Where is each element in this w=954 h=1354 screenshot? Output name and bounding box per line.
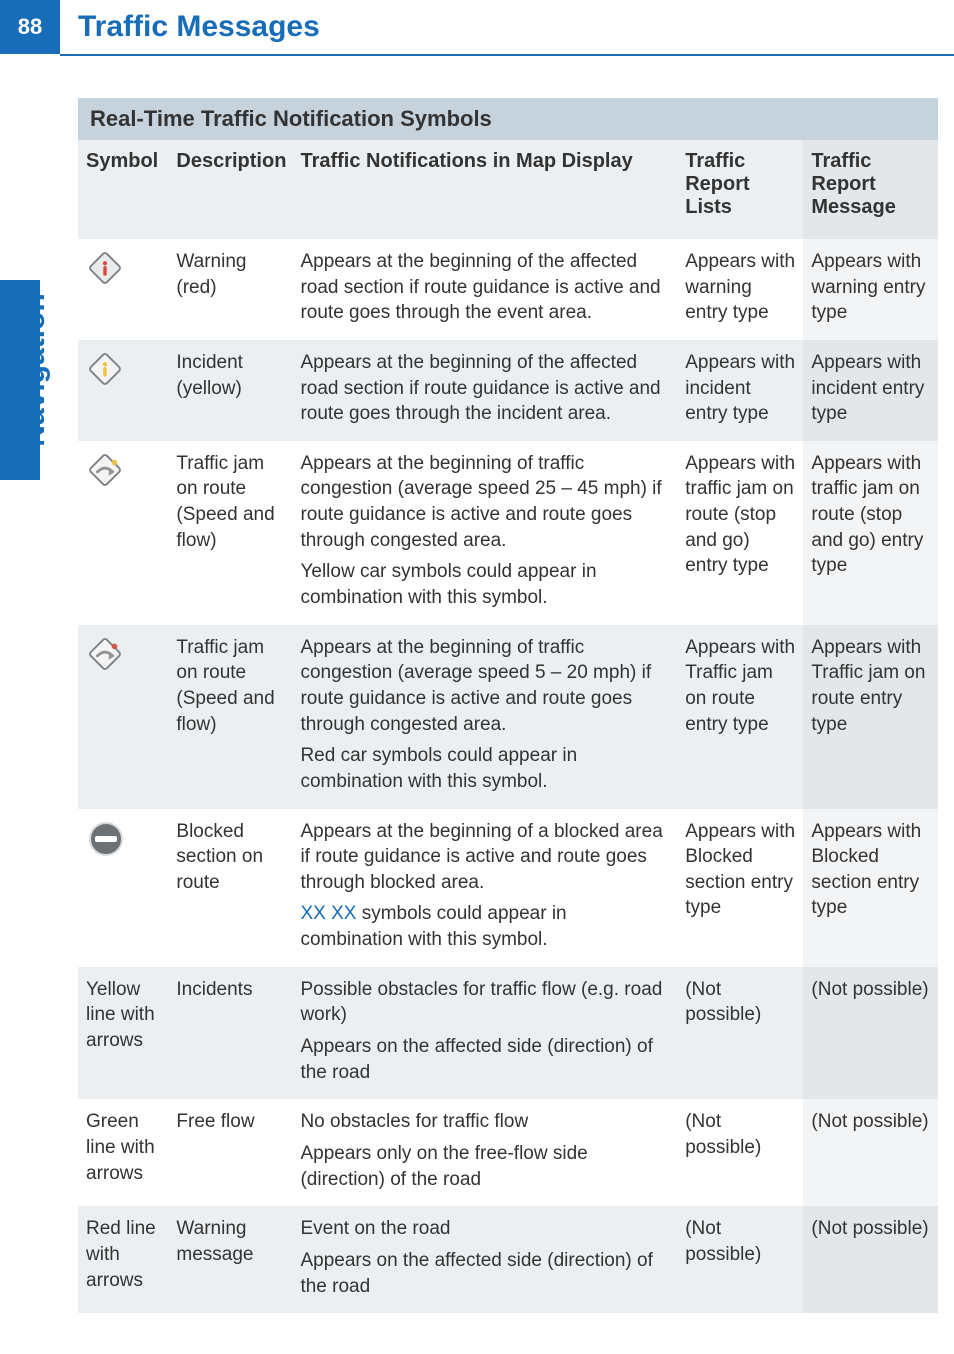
cell-report-message: (Not possible) — [803, 967, 938, 1100]
header-rule — [60, 54, 954, 56]
notification-paragraph: Yellow car symbols could appear in combi… — [300, 559, 669, 610]
cell-notification: Appears at the beginning of traffic cong… — [292, 625, 677, 809]
notification-paragraph: Appears on the affected side (direction)… — [300, 1034, 669, 1085]
col-symbol: Symbol — [78, 140, 168, 239]
page-number-badge: 88 — [0, 0, 60, 54]
symbol-text: Red line with arrows — [86, 1218, 156, 1290]
section-header: Real-Time Traffic Notification Symbols — [78, 98, 938, 140]
table-row: Traffic jam on route (Speed and flow)App… — [78, 441, 938, 625]
cell-notification: Appears at the beginning of the affected… — [292, 239, 677, 340]
cell-symbol — [78, 809, 168, 967]
table-row: Red line with arrowsWarning messageEvent… — [78, 1206, 938, 1313]
col-lists: Traffic Report Lists — [677, 140, 803, 239]
notification-paragraph: Appears at the beginning of a blocked ar… — [300, 819, 669, 896]
chapter-title: Traffic Messages — [78, 10, 320, 44]
cell-notification: Appears at the beginning of traffic cong… — [292, 441, 677, 625]
cell-notification: Appears at the beginning of a blocked ar… — [292, 809, 677, 967]
cell-description: Warning (red) — [168, 239, 292, 340]
notification-paragraph: Event on the road — [300, 1216, 669, 1242]
cell-symbol: Yellow line with arrows — [78, 967, 168, 1100]
notification-paragraph: Appears only on the free-flow side (dire… — [300, 1141, 669, 1192]
diamond-incident-yellow-icon — [86, 350, 160, 388]
diamond-arrow-yellow-icon — [86, 451, 160, 489]
table-row: Blocked section on routeAppears at the b… — [78, 809, 938, 967]
notification-paragraph: XX XX symbols could appear in combinatio… — [300, 901, 669, 952]
diamond-warning-red-icon — [86, 249, 160, 287]
cell-report-message: Appears with traffic jam on route (stop … — [803, 441, 938, 625]
cell-description: Warning message — [168, 1206, 292, 1313]
cell-description: Incident (yellow) — [168, 340, 292, 441]
col-notif: Traffic Notifications in Map Display — [292, 140, 677, 239]
cell-report-lists: Appears with Blocked section entry type — [677, 809, 803, 967]
notification-paragraph: Appears at the beginning of traffic cong… — [300, 451, 669, 554]
cell-symbol — [78, 340, 168, 441]
notification-paragraph: Possible obstacles for traffic flow (e.g… — [300, 977, 669, 1028]
side-tab-label: Navigation — [18, 270, 52, 470]
cell-notification: Event on the road Appears on the affected… — [292, 1206, 677, 1313]
diamond-arrow-red-icon — [86, 635, 160, 673]
traffic-symbols-table: Symbol Description Traffic Notifications… — [78, 140, 938, 1313]
notification-paragraph: Appears at the beginning of the affected… — [300, 350, 669, 427]
cell-symbol: Red line with arrows — [78, 1206, 168, 1313]
cell-description: Traffic jam on route (Speed and flow) — [168, 625, 292, 809]
cell-report-message: Appears with incident entry type — [803, 340, 938, 441]
cell-report-lists: Appears with Traffic jam on route entry … — [677, 625, 803, 809]
symbol-text: Yellow line with arrows — [86, 979, 155, 1051]
main-content: Real-Time Traffic Notification Symbols S… — [78, 98, 938, 1313]
cell-symbol: Green line with arrows — [78, 1099, 168, 1206]
cell-symbol — [78, 441, 168, 625]
cell-report-lists: (Not possible) — [677, 1099, 803, 1206]
notification-paragraph: Appears at the beginning of traffic cong… — [300, 635, 669, 738]
cell-report-lists: (Not possible) — [677, 967, 803, 1100]
cell-report-lists: (Not possible) — [677, 1206, 803, 1313]
cell-description: Blocked section on route — [168, 809, 292, 967]
table-header-row: Symbol Description Traffic Notifications… — [78, 140, 938, 239]
table-row: Warning (red)Appears at the beginning of… — [78, 239, 938, 340]
table-row: Incident (yellow)Appears at the beginnin… — [78, 340, 938, 441]
cell-notification: Appears at the beginning of the affected… — [292, 340, 677, 441]
table-row: Traffic jam on route (Speed and flow)App… — [78, 625, 938, 809]
cell-symbol — [78, 239, 168, 340]
cell-report-message: (Not possible) — [803, 1099, 938, 1206]
notification-paragraph: Appears at the beginning of the affected… — [300, 249, 669, 326]
cell-description: Incidents — [168, 967, 292, 1100]
col-description: Description — [168, 140, 292, 239]
cell-report-lists: Appears with traffic jam on route (stop … — [677, 441, 803, 625]
cell-report-message: Appears with warning entry type — [803, 239, 938, 340]
notification-paragraph: Appears on the affected side (direction)… — [300, 1248, 669, 1299]
cell-report-lists: Appears with incident entry type — [677, 340, 803, 441]
xx-xx-symbol-reference: XX XX — [300, 903, 356, 924]
notification-paragraph: No obstacles for traffic flow — [300, 1109, 669, 1135]
table-row: Green line with arrowsFree flowNo obstac… — [78, 1099, 938, 1206]
page-number: 88 — [18, 14, 42, 40]
cell-symbol — [78, 625, 168, 809]
cell-report-message: Appears with Traffic jam on route entry … — [803, 625, 938, 809]
cell-report-message: Appears with Blocked section entry type — [803, 809, 938, 967]
cell-description: Free flow — [168, 1099, 292, 1206]
cell-report-lists: Appears with warning entry type — [677, 239, 803, 340]
notification-paragraph: Red car symbols could appear in combinat… — [300, 743, 669, 794]
cell-report-message: (Not possible) — [803, 1206, 938, 1313]
cell-notification: Possible obstacles for traffic flow (e.g… — [292, 967, 677, 1100]
table-row: Yellow line with arrowsIncidentsPossible… — [78, 967, 938, 1100]
blocked-circle-icon — [86, 819, 160, 859]
cell-description: Traffic jam on route (Speed and flow) — [168, 441, 292, 625]
col-message: Traffic Report Message — [803, 140, 938, 239]
cell-notification: No obstacles for traffic flow Appears onl… — [292, 1099, 677, 1206]
symbol-text: Green line with arrows — [86, 1111, 155, 1183]
